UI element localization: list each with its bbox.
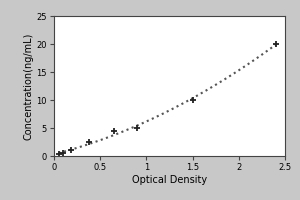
- Y-axis label: Concentration(ng/mL): Concentration(ng/mL): [24, 32, 34, 140]
- X-axis label: Optical Density: Optical Density: [132, 175, 207, 185]
